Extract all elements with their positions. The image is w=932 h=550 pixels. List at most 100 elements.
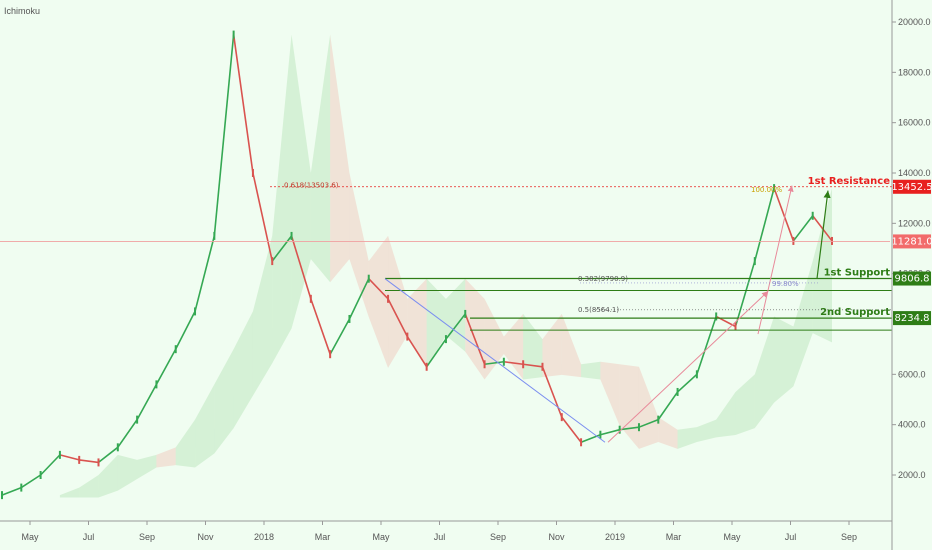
price-segment [117, 419, 138, 448]
fib-label: 0.382(9790.9) [578, 275, 628, 283]
fib-label: 0.5(8564.1) [578, 306, 619, 314]
price-tag [893, 234, 931, 249]
cloud-segment [175, 419, 196, 468]
cloud-segment [310, 34, 331, 283]
cloud-segment [233, 311, 253, 429]
x-axis-ticks: May Jul Sep Nov 2018 Mar May Jul Sep Nov 2019 Mar Ma… [21, 521, 857, 542]
cloud-segment [349, 173, 369, 317]
projection-arrow [607, 290, 769, 443]
price-tag-label: 9806.8 [895, 274, 930, 285]
cloud-segment [388, 235, 408, 368]
cloud-segment [484, 298, 504, 380]
price-tag [893, 311, 931, 326]
price-segment [561, 416, 582, 443]
y-tick-label: 12000.0 [898, 218, 931, 228]
price-segment [773, 187, 795, 242]
price-segment [445, 313, 466, 340]
x-tick-label: May [372, 532, 390, 542]
projection-arrow [757, 185, 794, 335]
price-segment [79, 459, 99, 464]
cloud-segment [98, 454, 118, 498]
price-segment [1, 486, 22, 496]
target-arrow [816, 190, 831, 279]
price-segment [98, 446, 119, 464]
price-tag-label: 11281.0 [891, 236, 932, 247]
y-tick-label: 18000.0 [898, 67, 931, 77]
price-segment [329, 318, 351, 355]
price-segment [175, 311, 196, 350]
x-tick-label: May [723, 532, 741, 542]
price-segment [523, 363, 543, 368]
price-segment [657, 391, 679, 421]
cloud-segment [117, 454, 138, 491]
price-segment [155, 348, 177, 385]
cloud-segment [754, 316, 775, 429]
price-segment [136, 384, 158, 421]
cloud-segment [793, 261, 813, 387]
cloud-segment [79, 475, 99, 498]
support-resistance-levels: 1st Resistance 1st Support 2nd Support [270, 176, 892, 331]
cloud-segment [812, 188, 832, 343]
cloud-segment [716, 391, 736, 438]
price-segment [638, 418, 659, 428]
price-segment [812, 215, 833, 242]
price-segment [464, 313, 486, 365]
cloud-segment [677, 427, 697, 449]
cloud-segment [252, 235, 273, 396]
price-segment [310, 298, 331, 355]
price-segment [194, 235, 216, 312]
price-tag-label: 8234.8 [895, 313, 930, 324]
price-segment [619, 426, 640, 431]
cloud-segment [59, 487, 80, 498]
price-segment [484, 360, 504, 366]
cloud-segment [368, 235, 389, 368]
cloud-segment [156, 447, 176, 468]
x-tick-label: 2018 [254, 532, 274, 542]
fibonacci-labels: 0.618(13503.6) 0.382(9790.9) 0.5(8564.1) 10… [284, 181, 892, 314]
x-tick-label: Mar [666, 532, 682, 542]
x-tick-label: 2019 [605, 532, 625, 542]
cloud-segment [137, 454, 157, 480]
indicator-label: Ichimoku [4, 6, 40, 16]
price-segment [232, 34, 254, 174]
price-segment [368, 278, 389, 300]
cloud-segment [658, 417, 678, 449]
price-segment [600, 428, 620, 436]
price-segment [20, 474, 42, 489]
cloud-segment [774, 316, 794, 403]
price-segment [677, 373, 698, 393]
level-label: 1st Resistance [808, 176, 891, 187]
cloud-segment [426, 278, 446, 368]
cloud-segment [407, 278, 427, 368]
price-segment [425, 338, 447, 368]
cloud-segment [696, 419, 717, 442]
fib-label: 0.618(13503.6) [284, 181, 339, 189]
decline-line [384, 278, 606, 443]
price-segment [271, 235, 293, 262]
price-segment [503, 360, 524, 366]
price-segment [754, 187, 775, 262]
x-tick-label: Mar [315, 532, 331, 542]
fib-label: 99.80% [772, 280, 799, 288]
x-tick-label: Jul [83, 532, 95, 542]
price-segment [541, 366, 563, 418]
x-tick-label: May [21, 532, 39, 542]
projection-arrows [384, 185, 831, 443]
price-segment [59, 454, 80, 461]
x-tick-label: Jul [434, 532, 446, 542]
x-tick-label: Sep [139, 532, 155, 542]
cloud-segment [465, 278, 485, 380]
price-segment [213, 34, 235, 236]
y-tick-label: 6000.0 [898, 369, 926, 379]
price-tag-label: 13452.5 [891, 182, 932, 193]
cloud-segment [291, 34, 311, 329]
x-tick-label: Nov [548, 532, 565, 542]
price-segment [348, 278, 370, 320]
y-tick-label: 4000.0 [898, 420, 926, 430]
price-segment [40, 454, 61, 476]
cloud-segment [272, 34, 292, 364]
cloud-segment [600, 361, 620, 426]
price-tags: 13452.5 9806.8 8234.8 11281.0 [891, 179, 932, 326]
